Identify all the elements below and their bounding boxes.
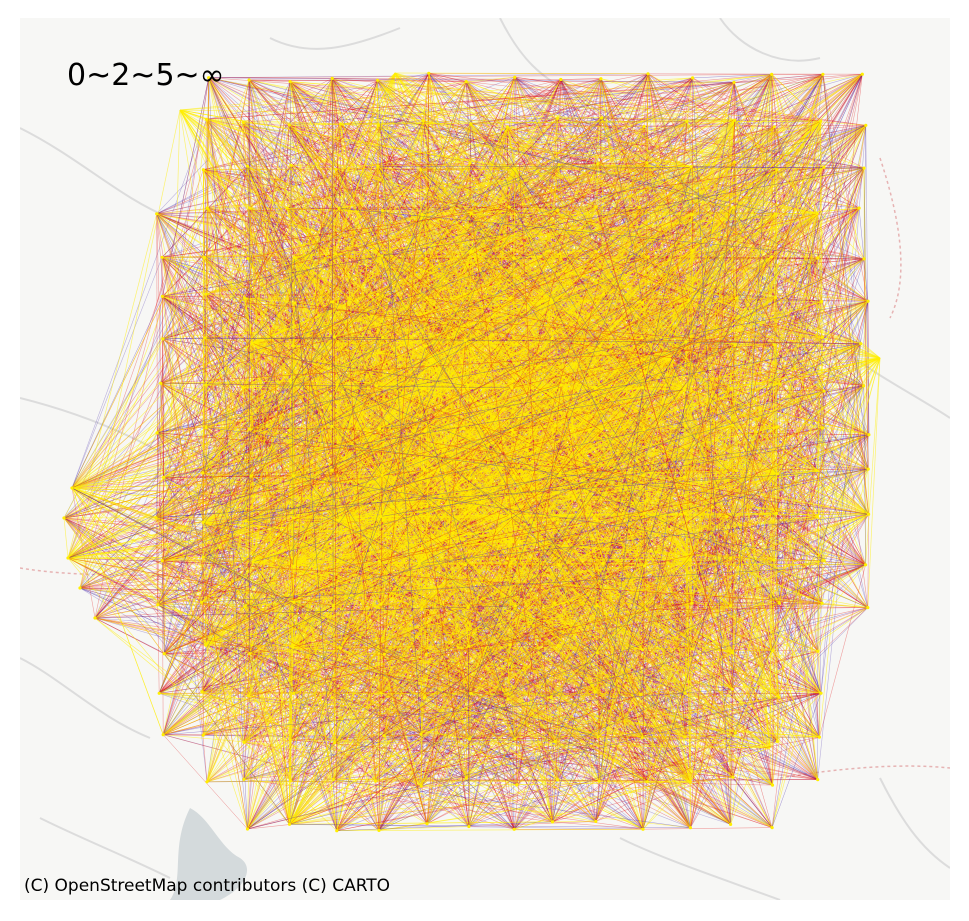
flow-line	[642, 827, 773, 830]
flow-map-svg	[20, 18, 950, 900]
road-line	[719, 18, 821, 62]
flow-line	[426, 513, 777, 824]
road-line	[20, 657, 151, 739]
flow-line	[251, 209, 558, 344]
road-line	[839, 347, 950, 419]
flow-line	[865, 125, 870, 435]
flow-line	[79, 587, 335, 744]
flow-line	[156, 76, 515, 215]
flow-line	[469, 738, 558, 780]
flow-line	[778, 607, 869, 698]
flow-line	[736, 298, 820, 738]
flow-line	[156, 165, 248, 215]
flow-line	[691, 513, 869, 604]
road-line	[499, 18, 581, 99]
water-body	[170, 808, 248, 900]
road-line	[879, 777, 950, 869]
flow-line	[507, 698, 773, 786]
admin-boundary	[779, 765, 950, 779]
admin-boundary	[879, 157, 902, 319]
flow-line	[772, 650, 820, 738]
road-line	[20, 127, 171, 219]
flow-line	[63, 517, 203, 692]
flow-line	[599, 781, 731, 825]
road-line	[269, 27, 401, 50]
road-line	[619, 837, 781, 900]
flow-line	[156, 257, 163, 433]
map-canvas[interactable]: 0~2~5~∞ (C) OpenStreetMap contributors (…	[20, 18, 950, 900]
flow-lines-layer	[63, 72, 881, 832]
flow-line	[203, 74, 772, 170]
road-line	[39, 817, 171, 879]
flow-line	[775, 297, 817, 471]
flow-line	[71, 257, 163, 489]
flow-line	[560, 78, 601, 80]
